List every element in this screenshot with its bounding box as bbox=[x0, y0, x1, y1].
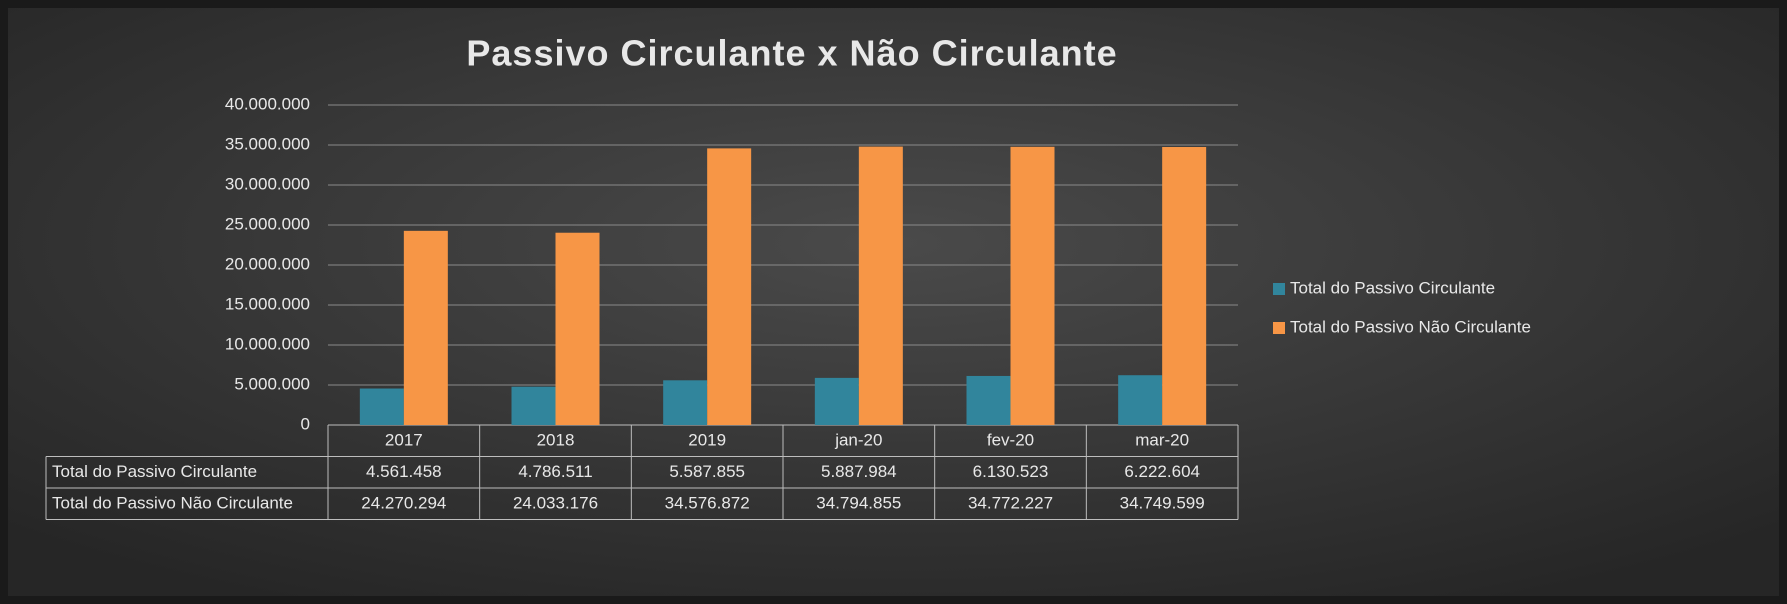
y-tick-label: 5.000.000 bbox=[234, 374, 310, 393]
bar bbox=[858, 146, 903, 425]
bar bbox=[707, 148, 752, 426]
y-tick-label: 10.000.000 bbox=[225, 334, 310, 353]
x-tick-label: 2017 bbox=[385, 430, 423, 449]
x-tick-label: mar-20 bbox=[1135, 430, 1189, 449]
legend-swatch bbox=[1273, 283, 1285, 295]
table-value: 34.794.855 bbox=[816, 493, 901, 512]
x-tick-label: jan-20 bbox=[834, 430, 882, 449]
bar bbox=[555, 232, 600, 425]
x-tick-label: fev-20 bbox=[987, 430, 1034, 449]
x-tick-label: 2019 bbox=[688, 430, 726, 449]
bar bbox=[1162, 147, 1207, 425]
bar bbox=[1010, 146, 1055, 425]
bar bbox=[1118, 375, 1163, 425]
x-tick-label: 2018 bbox=[537, 430, 575, 449]
y-tick-label: 0 bbox=[301, 414, 310, 433]
y-tick-label: 40.000.000 bbox=[225, 94, 310, 113]
legend-label: Total do Passivo Circulante bbox=[1290, 278, 1495, 297]
y-tick-label: 25.000.000 bbox=[225, 214, 310, 233]
table-value: 4.786.511 bbox=[518, 462, 592, 481]
table-row-label: Total do Passivo Não Circulante bbox=[52, 493, 293, 512]
table-value: 24.033.176 bbox=[513, 493, 598, 512]
bar bbox=[814, 377, 859, 425]
bar bbox=[966, 375, 1011, 425]
legend-label: Total do Passivo Não Circulante bbox=[1290, 317, 1531, 336]
table-value: 34.772.227 bbox=[968, 493, 1053, 512]
table-value: 34.749.599 bbox=[1120, 493, 1205, 512]
bar bbox=[359, 388, 404, 425]
y-tick-label: 35.000.000 bbox=[225, 134, 310, 153]
bar bbox=[663, 380, 708, 425]
table-value: 6.222.604 bbox=[1124, 462, 1200, 481]
y-tick-label: 15.000.000 bbox=[225, 294, 310, 313]
legend-swatch bbox=[1273, 322, 1285, 334]
table-value: 24.270.294 bbox=[361, 493, 446, 512]
y-tick-label: 20.000.000 bbox=[225, 254, 310, 273]
table-value: 5.587.855 bbox=[669, 462, 745, 481]
chart-title: Passivo Circulante x Não Circulante bbox=[466, 33, 1117, 74]
y-tick-label: 30.000.000 bbox=[225, 174, 310, 193]
table-value: 34.576.872 bbox=[665, 493, 750, 512]
table-value: 5.887.984 bbox=[821, 462, 897, 481]
bar bbox=[403, 230, 448, 425]
table-value: 4.561.458 bbox=[366, 462, 442, 481]
table-value: 6.130.523 bbox=[973, 462, 1049, 481]
bar bbox=[511, 386, 556, 425]
table-row-label: Total do Passivo Circulante bbox=[52, 462, 257, 481]
